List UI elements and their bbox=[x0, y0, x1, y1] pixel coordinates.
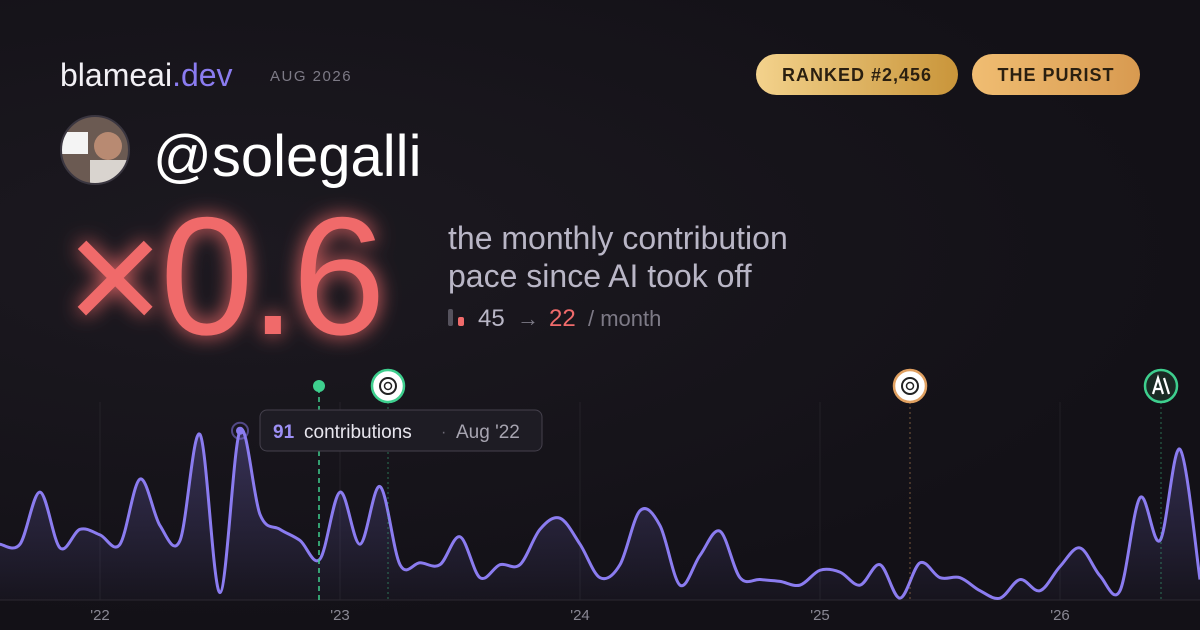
tooltip-date: Aug '22 bbox=[456, 422, 520, 443]
pace-unit: / month bbox=[588, 306, 661, 331]
avatar-ring bbox=[60, 115, 130, 185]
point bbox=[236, 426, 244, 435]
plot: '22 '23 '24 '25 '26 bbox=[0, 402, 1200, 624]
x-tick-label: '22 bbox=[90, 607, 110, 624]
x-tick-label: '23 bbox=[330, 607, 350, 624]
x-tick-label: '24 bbox=[570, 607, 590, 624]
tooltip-sep: · bbox=[441, 424, 446, 441]
event-icon bbox=[892, 368, 928, 404]
area bbox=[0, 429, 1200, 600]
tooltip-unit: contributions bbox=[304, 422, 412, 443]
event-dot bbox=[313, 380, 325, 392]
pace-arrow: → bbox=[517, 306, 539, 331]
pace-icon bbox=[448, 309, 453, 326]
line bbox=[0, 427, 1200, 600]
persona-text: THE PURIST bbox=[997, 65, 1114, 85]
pace-after: 22 bbox=[549, 305, 576, 332]
hover-ring bbox=[231, 421, 249, 440]
tooltip bbox=[259, 409, 543, 452]
headline-line: the monthly contribution bbox=[448, 220, 788, 256]
event-icon bbox=[370, 368, 406, 404]
headline-line: pace since AI took off bbox=[448, 258, 752, 294]
tooltip-value: 91 bbox=[273, 422, 295, 443]
rank-text: RANKED #2,456 bbox=[782, 65, 932, 85]
pace-icon bbox=[458, 317, 464, 326]
pace-before: 45 bbox=[478, 305, 505, 332]
x-tick-label: '25 bbox=[810, 607, 830, 624]
x-tick-label: '26 bbox=[1050, 607, 1070, 624]
persona-badge bbox=[972, 54, 1140, 95]
rank-badge bbox=[756, 54, 958, 95]
multiplier: ×0.6 bbox=[66, 182, 382, 370]
site-name: blameai bbox=[60, 57, 172, 93]
site-tld: .dev bbox=[172, 57, 232, 93]
event-icon bbox=[1143, 368, 1179, 404]
handle: @solegalli bbox=[153, 124, 421, 189]
period: AUG 2026 bbox=[270, 68, 352, 85]
